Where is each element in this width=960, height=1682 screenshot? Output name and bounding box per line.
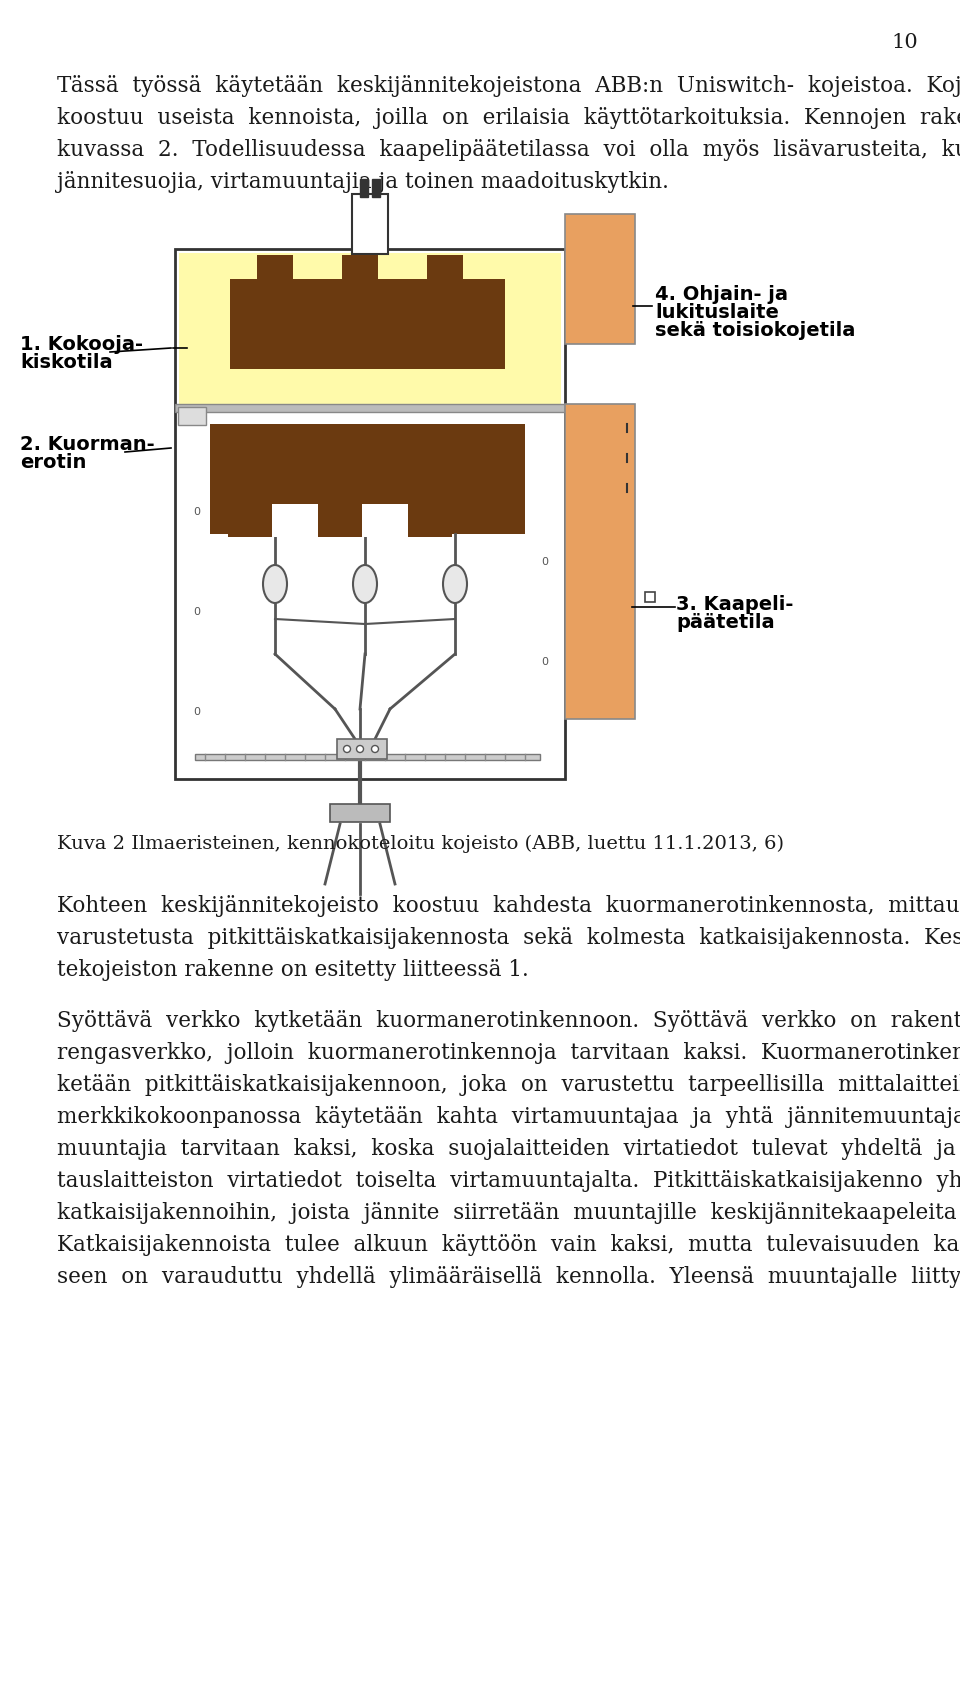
Bar	[427, 256, 463, 284]
Text: jännitesuojia, virtamuuntajia ja toinen maadoituskytkin.: jännitesuojia, virtamuuntajia ja toinen …	[57, 172, 669, 193]
Text: seen  on  varauduttu  yhdellä  ylimääräisellä  kennolla.  Yleensä  muuntajalle  : seen on varauduttu yhdellä ylimääräisell…	[57, 1265, 960, 1287]
Text: ketään  pitkittäiskatkaisijakennoon,  joka  on  varustettu  tarpeellisilla  mitt: ketään pitkittäiskatkaisijakennoon, joka…	[57, 1073, 960, 1095]
Text: Katkaisijakennoista  tulee  alkuun  käyttöön  vain  kaksi,  mutta  tulevaisuuden: Katkaisijakennoista tulee alkuun käyttöö…	[57, 1233, 960, 1255]
Ellipse shape	[356, 747, 364, 754]
Text: 0: 0	[541, 656, 548, 666]
Text: varustetusta  pitkittäiskatkaisijakennosta  sekä  kolmesta  katkaisijakennosta. : varustetusta pitkittäiskatkaisijakennost…	[57, 927, 960, 949]
Bar	[338, 279, 382, 294]
Text: kuvassa  2.  Todellisuudessa  kaapelipäätetilassa  voi  olla  myös  lisävarustei: kuvassa 2. Todellisuudessa kaapelipäätet…	[57, 140, 960, 161]
Text: 1. Kokooja-: 1. Kokooja-	[20, 335, 143, 353]
Bar	[436, 269, 454, 291]
Bar	[228, 500, 272, 538]
Bar	[342, 256, 378, 284]
Text: muuntajia  tarvitaan  kaksi,  koska  suojalaitteiden  virtatiedot  tulevat  yhde: muuntajia tarvitaan kaksi, koska suojala…	[57, 1137, 960, 1159]
Bar	[352, 195, 388, 256]
Bar	[266, 291, 284, 308]
Text: 4. Ohjain- ja: 4. Ohjain- ja	[655, 284, 788, 304]
Bar	[645, 592, 655, 602]
Ellipse shape	[353, 565, 377, 604]
Text: 2. Kuorman-: 2. Kuorman-	[20, 434, 155, 454]
Text: tekojeiston rakenne on esitetty liitteessä 1.: tekojeiston rakenne on esitetty liittees…	[57, 959, 529, 981]
Bar	[272, 505, 318, 538]
Text: Kohteen  keskijännitekojeisto  koostuu  kahdesta  kuormanerotinkennosta,  mittau: Kohteen keskijännitekojeisto koostuu kah…	[57, 895, 960, 917]
Bar	[565, 405, 635, 720]
Text: Syöttävä  verkko  kytketään  kuormanerotinkennoon.  Syöttävä  verkko  on  rakent: Syöttävä verkko kytketään kuormanerotink…	[57, 1009, 960, 1031]
Bar	[179, 254, 561, 409]
Text: Kuva 2 Ilmaeristeinen, kennokoteloitu kojeisto (ABB, luettu 11.1.2013, 6): Kuva 2 Ilmaeristeinen, kennokoteloitu ko…	[57, 834, 784, 853]
Bar	[195, 755, 540, 760]
Bar	[423, 279, 467, 294]
Bar	[362, 505, 408, 538]
Text: katkaisijakennoihin,  joista  jännite  siirretään  muuntajille  keskijännitekaap: katkaisijakennoihin, joista jännite siir…	[57, 1201, 960, 1223]
Text: tauslaitteiston  virtatiedot  toiselta  virtamuuntajalta.  Pitkittäiskatkaisijak: tauslaitteiston virtatiedot toiselta vir…	[57, 1169, 960, 1191]
Bar	[360, 180, 368, 198]
Ellipse shape	[263, 565, 287, 604]
Text: Tässä  työssä  käytetään  keskijännitekojeistona  ABB:n  Uniswitch-  kojeistoa. : Tässä työssä käytetään keskijännitekojei…	[57, 76, 960, 98]
Bar	[175, 405, 565, 412]
Text: koostuu  useista  kennoista,  joilla  on  erilaisia  käyttötarkoituksia.  Kennoj: koostuu useista kennoista, joilla on eri…	[57, 108, 960, 130]
Bar	[178, 407, 206, 426]
Bar	[253, 279, 297, 294]
Text: 0: 0	[194, 506, 201, 516]
Ellipse shape	[344, 747, 350, 754]
Bar	[436, 291, 454, 308]
Text: merkkikokoonpanossa  käytetään  kahta  virtamuuntajaa  ja  yhtä  jännitemuuntaja: merkkikokoonpanossa käytetään kahta virt…	[57, 1105, 960, 1127]
Text: sekä toisiokojetila: sekä toisiokojetila	[655, 321, 855, 340]
Bar	[175, 251, 565, 779]
Bar	[257, 256, 293, 284]
Ellipse shape	[443, 565, 467, 604]
Bar	[351, 269, 369, 291]
Ellipse shape	[372, 747, 378, 754]
Text: 0: 0	[194, 607, 201, 617]
Text: rengasverkko,  jolloin  kuormanerotinkennoja  tarvitaan  kaksi.  Kuormanerotinke: rengasverkko, jolloin kuormanerotinkenno…	[57, 1041, 960, 1063]
Text: 10: 10	[892, 32, 919, 52]
Bar	[210, 426, 525, 535]
Bar	[337, 740, 387, 760]
Text: kiskotila: kiskotila	[20, 353, 112, 372]
Bar	[230, 279, 505, 370]
Text: erotin: erotin	[20, 452, 86, 471]
Text: 3. Kaapeli-: 3. Kaapeli-	[676, 595, 793, 614]
Bar	[330, 804, 390, 822]
Bar	[351, 291, 369, 308]
Bar	[266, 269, 284, 291]
Text: 0: 0	[194, 706, 201, 717]
Bar	[318, 500, 362, 538]
Bar	[372, 180, 380, 198]
Bar	[565, 215, 635, 345]
Bar	[408, 500, 452, 538]
Text: päätetila: päätetila	[676, 612, 775, 632]
Text: 0: 0	[541, 557, 548, 567]
Text: lukituslaite: lukituslaite	[655, 303, 779, 321]
